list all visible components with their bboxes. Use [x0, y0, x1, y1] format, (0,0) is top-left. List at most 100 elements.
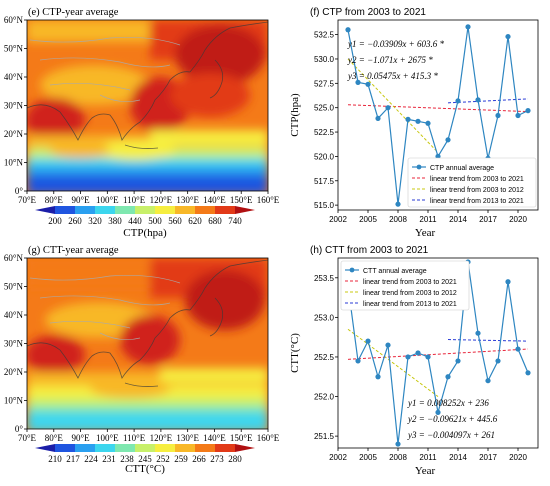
colorbar-segment — [195, 206, 216, 214]
colorbar-tick-label: 245 — [138, 454, 152, 464]
lon-tick-label: 80°E — [45, 433, 64, 443]
x-tick-label: 2017 — [479, 215, 497, 224]
colorbar-tick-label: 273 — [210, 454, 224, 464]
colorbar-segment — [55, 444, 76, 452]
lon-tick-label: 140°E — [203, 433, 226, 443]
data-point — [405, 116, 411, 122]
colorbar-tick-label: 224 — [84, 454, 98, 464]
colorbar-tick-label: 210 — [48, 454, 62, 464]
data-point — [495, 358, 501, 364]
data-point — [495, 112, 501, 119]
colorbar-segment — [175, 444, 196, 452]
lon-tick-label: 110°E — [123, 195, 146, 205]
colorbar-segment — [215, 206, 236, 214]
equations-ctp: y1 = −0.03909x + 603.6 * y2 = −1.071x + … — [347, 39, 444, 81]
colorbar-segment — [75, 206, 96, 214]
x-tick-label: 2011 — [419, 215, 437, 224]
equation-y1: y1 = −0.03909x + 603.6 * — [347, 39, 444, 49]
colorbar-tick-label: 280 — [228, 454, 242, 464]
y-axis-label-ctp: CTP(hpa) — [289, 93, 301, 137]
colorbar-label-ctt: CTT(°C) — [125, 463, 165, 475]
data-point — [425, 120, 431, 126]
colorbar-tick-label: 620 — [188, 216, 202, 226]
colorbar-tick-label: 266 — [192, 454, 206, 464]
legend-ctp: CTP annual average linear trend from 2003… — [407, 157, 537, 208]
colorbar-segment — [135, 444, 156, 452]
lat-tick-label: 0° — [15, 186, 24, 196]
data-point — [505, 279, 511, 285]
colorbar-segment — [135, 206, 156, 214]
legend-marker — [416, 164, 422, 170]
trend-line — [447, 98, 529, 104]
equations-ctt: y1 = 0.008252x + 236 y2 = −0.09621x + 44… — [407, 398, 498, 440]
data-point — [415, 350, 421, 356]
lon-tick-label: 100°E — [96, 195, 119, 205]
data-point — [375, 374, 381, 380]
colorbar-tick-label: 740 — [228, 216, 242, 226]
colorbar-segment — [115, 206, 136, 214]
map-lon-labels: 70°E 80°E 90°E 100°E 110°E 120°E 130°E 140°E 150… — [18, 191, 280, 205]
x-tick-label: 2002 — [329, 453, 347, 462]
data-point — [465, 24, 471, 30]
lon-tick-label: 90°E — [72, 433, 91, 443]
lon-tick-label: 110°E — [123, 433, 146, 443]
lat-tick-label: 50°N — [4, 44, 24, 54]
colorbar-segment — [235, 444, 255, 452]
x-tick-label: 2002 — [329, 215, 347, 224]
x-tick-label: 2014 — [449, 453, 467, 462]
data-point — [415, 118, 421, 124]
y-tick-label: 520.0 — [314, 152, 335, 161]
colorbar-tick-label: 238 — [120, 454, 134, 464]
lon-tick-label: 130°E — [176, 433, 199, 443]
map-lat-labels: 0° 10°N 20°N 30°N 40°N 50°N 60°N — [4, 253, 27, 434]
colorbar-segment — [95, 444, 116, 452]
lat-tick-label: 10°N — [4, 158, 24, 168]
map-title-ctp: (e) CTP-year average — [28, 7, 119, 18]
trend-line — [347, 348, 529, 360]
colorbar-tick-label: 259 — [174, 454, 188, 464]
trend-line — [347, 104, 529, 113]
colorbar-tick-label: 440 — [128, 216, 142, 226]
y-axis-label-ctt: CTT(°C) — [289, 333, 301, 373]
lat-tick-label: 10°N — [4, 396, 24, 406]
y-tick-label: 252.0 — [314, 393, 335, 402]
data-point — [365, 338, 371, 344]
trend-line — [347, 328, 439, 397]
colorbar-ctp: 200 260 320 380 440 500 560 620 680 740 — [35, 206, 255, 226]
data-point — [365, 81, 371, 87]
data-point — [525, 108, 531, 114]
y-tick-label: 522.5 — [314, 128, 335, 137]
data-point — [505, 33, 511, 40]
colorbar-segment — [195, 444, 216, 452]
x-tick-label: 2005 — [359, 215, 377, 224]
data-point — [405, 354, 411, 360]
equation-y1: y1 = 0.008252x + 236 — [407, 398, 489, 408]
ctt-map-field — [27, 258, 268, 429]
lat-tick-label: 60°N — [4, 253, 24, 263]
lon-tick-label: 150°E — [230, 433, 253, 443]
map-title-ctt: (g) CTT-year average — [28, 245, 119, 256]
colorbar-segment — [155, 444, 176, 452]
lon-tick-label: 120°E — [150, 433, 173, 443]
colorbar-segment — [215, 444, 236, 452]
lat-tick-label: 50°N — [4, 282, 24, 292]
map-panel-ctp: (e) CTP-year average — [4, 7, 280, 239]
data-point — [475, 330, 481, 336]
lat-tick-label: 30°N — [4, 101, 24, 111]
legend-ctt: CTT annual average linear trend from 2003… — [340, 260, 470, 311]
colorbar-label-ctp: CTP(hpa) — [123, 227, 167, 239]
ctp-map-field — [27, 20, 268, 191]
data-point — [455, 98, 461, 104]
chart-panel-ctt: (h) CTT from 2003 to 2021 2002 2005 2008 20… — [289, 245, 539, 477]
chart-title-ctt: (h) CTT from 2003 to 2021 — [310, 245, 429, 256]
data-point — [385, 105, 391, 111]
legend-label: linear trend from 2003 to 2021 — [363, 279, 457, 286]
x-axis-label-ctt: Year — [415, 465, 436, 477]
x-tick-label: 2008 — [389, 215, 407, 224]
y-tick-label: 251.5 — [314, 432, 335, 441]
chart-panel-ctp: (f) CTP from 2003 to 2021 2002 2005 2008 20… — [289, 7, 539, 239]
trend-line — [347, 58, 439, 153]
lat-tick-label: 40°N — [4, 72, 24, 82]
equation-y3: y3 = −0.004097x + 261 — [407, 430, 495, 440]
y-tick-label: 530.0 — [314, 55, 335, 64]
